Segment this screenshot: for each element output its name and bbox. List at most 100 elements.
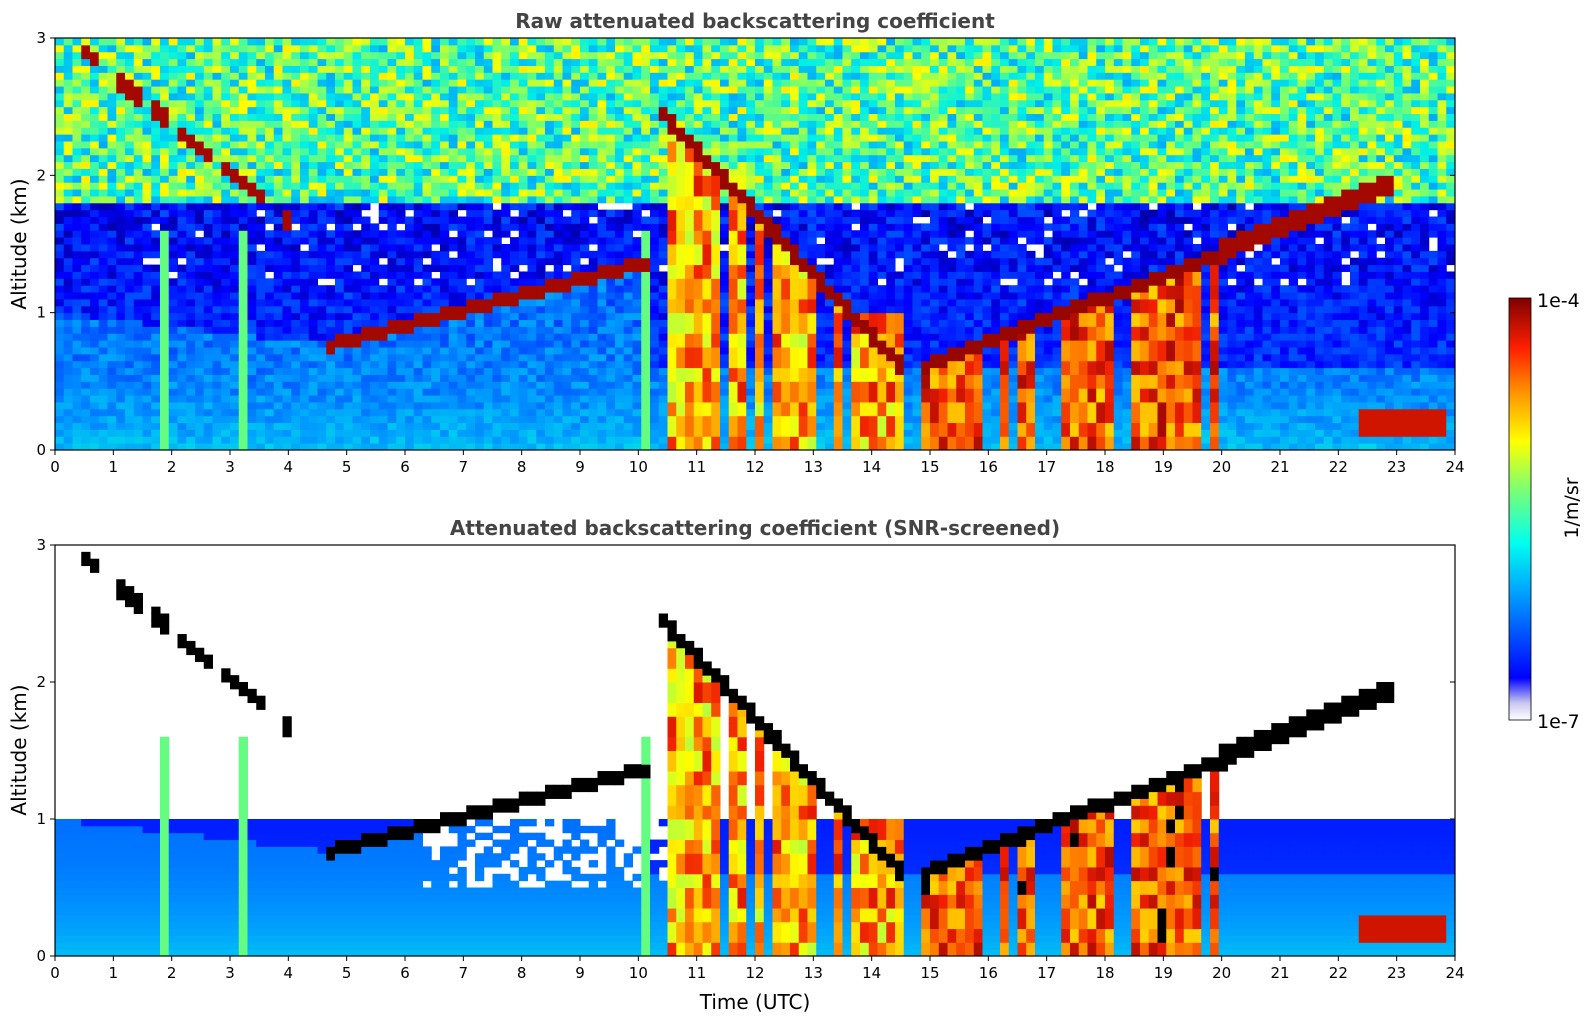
heatmap-cell bbox=[256, 120, 266, 128]
heatmap-cell bbox=[623, 92, 633, 101]
heatmap-cell bbox=[580, 175, 590, 183]
heatmap-cell bbox=[606, 326, 616, 334]
heatmap-cell bbox=[142, 305, 152, 314]
heatmap-cell bbox=[588, 443, 598, 450]
heatmap-cell bbox=[160, 312, 170, 321]
heatmap-cell bbox=[728, 51, 738, 60]
heatmap-cell bbox=[168, 250, 178, 259]
heatmap-cell bbox=[737, 168, 747, 176]
heatmap-cell bbox=[632, 443, 642, 450]
heatmap-cell bbox=[623, 182, 633, 190]
heatmap-cell bbox=[650, 443, 660, 450]
heatmap-cell bbox=[518, 86, 528, 94]
heatmap-cell bbox=[151, 353, 161, 362]
heatmap-cell bbox=[55, 141, 65, 149]
heatmap-cell bbox=[90, 422, 100, 430]
heatmap-cell bbox=[98, 72, 108, 80]
heatmap-cell bbox=[746, 374, 756, 382]
heatmap-cell bbox=[116, 347, 126, 355]
heatmap-cell bbox=[466, 216, 476, 224]
heatmap-cell bbox=[763, 298, 773, 307]
heatmap-cell bbox=[98, 86, 108, 94]
heatmap-cell bbox=[238, 285, 248, 293]
heatmap-cell bbox=[256, 72, 266, 80]
heatmap-cell bbox=[317, 147, 327, 156]
heatmap-cell bbox=[597, 388, 607, 396]
heatmap-cell bbox=[623, 106, 633, 115]
heatmap-cell bbox=[177, 285, 187, 293]
heatmap-cell bbox=[623, 189, 633, 197]
heatmap-cell bbox=[116, 216, 126, 224]
heatmap-cell bbox=[676, 353, 686, 362]
heatmap-cell bbox=[186, 257, 196, 266]
heatmap-cell bbox=[387, 285, 397, 293]
heatmap-cell bbox=[378, 127, 388, 135]
heatmap-cell bbox=[466, 79, 476, 87]
heatmap-cell bbox=[352, 415, 362, 424]
heatmap-cell bbox=[247, 65, 257, 73]
heatmap-cell bbox=[247, 374, 257, 382]
heatmap-cell bbox=[440, 141, 450, 149]
heatmap-cell bbox=[413, 141, 423, 149]
heatmap-cell bbox=[711, 408, 721, 417]
heatmap-cell bbox=[308, 168, 318, 176]
heatmap-cell bbox=[203, 141, 213, 149]
heatmap-cell bbox=[641, 257, 651, 266]
heatmap-cell bbox=[518, 223, 528, 231]
heatmap-cell bbox=[431, 195, 441, 204]
heatmap-cell bbox=[728, 175, 738, 183]
heatmap-cell bbox=[195, 264, 205, 272]
heatmap-cell bbox=[501, 415, 511, 424]
heatmap-cell bbox=[431, 292, 441, 300]
heatmap-cell bbox=[580, 51, 590, 60]
heatmap-cell bbox=[492, 285, 502, 293]
heatmap-cell bbox=[230, 319, 240, 327]
heatmap-cell bbox=[55, 168, 65, 176]
heatmap-cell bbox=[160, 223, 170, 231]
heatmap-cell bbox=[291, 312, 301, 321]
heatmap-cell bbox=[763, 86, 773, 94]
heatmap-cell bbox=[501, 202, 511, 211]
heatmap-cell bbox=[553, 360, 563, 369]
heatmap-cell bbox=[746, 264, 756, 272]
heatmap-cell bbox=[160, 347, 170, 355]
heatmap-cell bbox=[300, 209, 310, 218]
heatmap-cell bbox=[335, 113, 345, 121]
heatmap-cell bbox=[247, 312, 257, 321]
heatmap-cell bbox=[597, 92, 607, 101]
heatmap-cell bbox=[431, 401, 441, 410]
heatmap-cell bbox=[160, 202, 170, 211]
heatmap-cell bbox=[422, 141, 432, 149]
heatmap-cell bbox=[632, 168, 642, 176]
heatmap-cell bbox=[720, 271, 730, 279]
heatmap-cell bbox=[536, 58, 546, 66]
heatmap-cell bbox=[763, 182, 773, 190]
heatmap-cell bbox=[133, 347, 143, 355]
heatmap-cell bbox=[457, 154, 467, 163]
heatmap-cell bbox=[693, 319, 703, 327]
heatmap-cell bbox=[81, 264, 91, 272]
heatmap-cell bbox=[116, 443, 126, 450]
heatmap-cell bbox=[702, 65, 712, 73]
heatmap-cell bbox=[186, 326, 196, 334]
heatmap-cell bbox=[676, 285, 686, 293]
heatmap-cell bbox=[212, 443, 222, 450]
heatmap-cell bbox=[177, 202, 187, 211]
heatmap-cell bbox=[186, 381, 196, 389]
heatmap-cell bbox=[308, 319, 318, 327]
heatmap-cell bbox=[142, 326, 152, 334]
heatmap-cell bbox=[781, 141, 791, 149]
heatmap-cell bbox=[212, 347, 222, 355]
heatmap-cell bbox=[667, 264, 677, 272]
heatmap-cell bbox=[116, 106, 126, 115]
heatmap-cell bbox=[492, 333, 502, 341]
heatmap-cell bbox=[81, 65, 91, 73]
heatmap-cell bbox=[448, 127, 458, 135]
heatmap-cell bbox=[606, 257, 616, 266]
heatmap-cell bbox=[343, 257, 353, 266]
heatmap-cell bbox=[151, 408, 161, 417]
heatmap-cell bbox=[711, 38, 721, 46]
heatmap-cell bbox=[221, 38, 231, 46]
heatmap-cell bbox=[781, 86, 791, 94]
heatmap-cell bbox=[396, 436, 406, 444]
